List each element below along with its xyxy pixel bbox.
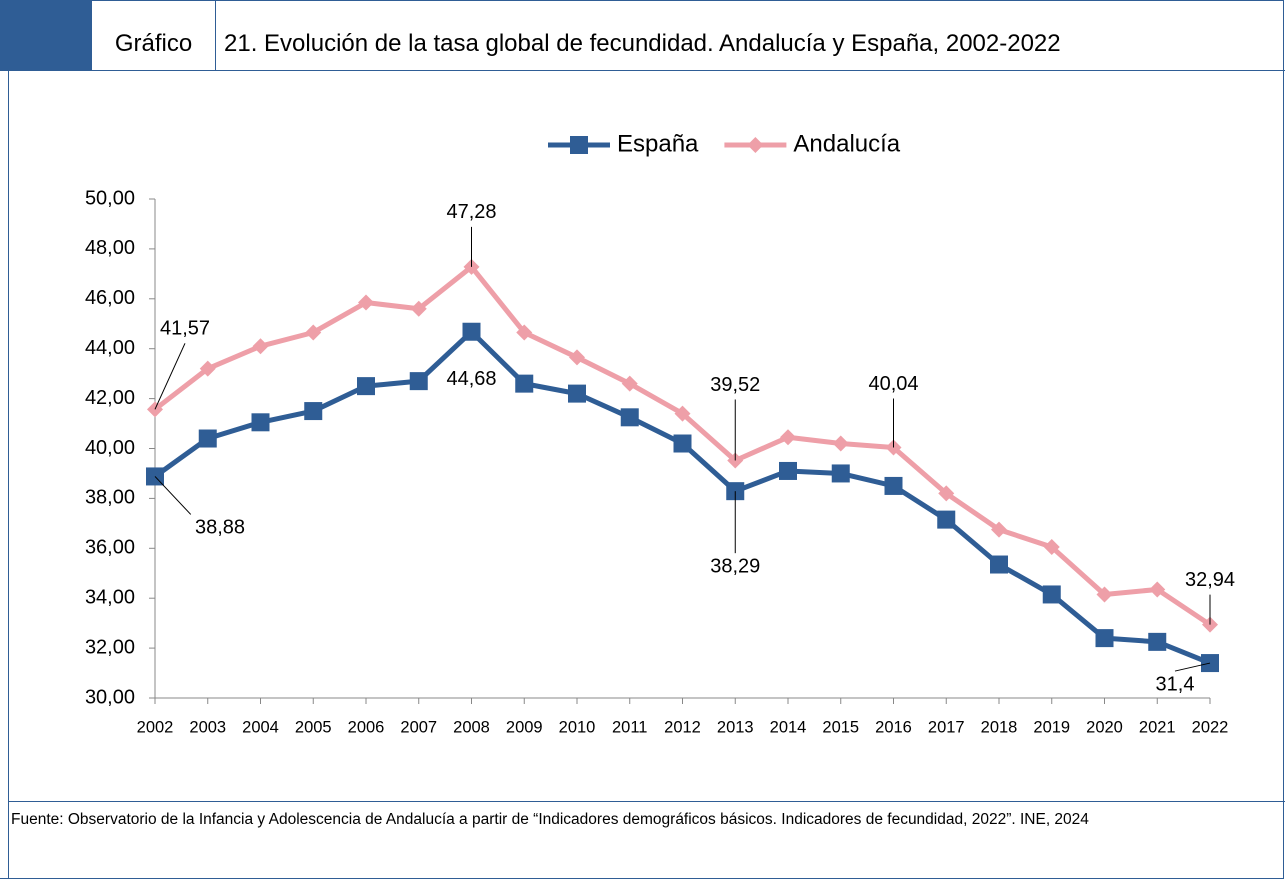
marker bbox=[304, 402, 323, 421]
marker bbox=[569, 349, 585, 366]
data-label: 39,52 bbox=[710, 374, 760, 396]
legend-marker bbox=[747, 137, 764, 153]
marker bbox=[305, 324, 322, 341]
x-tick-label: 2013 bbox=[717, 718, 754, 736]
x-tick-label: 2018 bbox=[981, 718, 1018, 736]
marker bbox=[938, 485, 955, 502]
y-tick-label: 44,00 bbox=[85, 337, 135, 359]
data-label: 38,88 bbox=[195, 517, 245, 539]
marker bbox=[990, 555, 1008, 574]
divider bbox=[0, 70, 1285, 71]
x-tick-label: 2007 bbox=[400, 718, 437, 736]
y-tick-label: 40,00 bbox=[85, 437, 135, 459]
x-tick-label: 2016 bbox=[875, 718, 912, 736]
y-tick-label: 30,00 bbox=[85, 686, 135, 708]
marker bbox=[1043, 539, 1060, 556]
marker bbox=[357, 377, 375, 396]
marker bbox=[1149, 581, 1166, 598]
marker bbox=[462, 322, 481, 341]
leader-line bbox=[1174, 662, 1211, 672]
marker bbox=[884, 476, 903, 495]
marker bbox=[832, 435, 849, 452]
data-label: 31,4 bbox=[1156, 673, 1195, 695]
y-tick-label: 32,00 bbox=[85, 636, 135, 658]
x-tick-label: 2002 bbox=[137, 718, 174, 736]
marker bbox=[568, 384, 586, 403]
data-label: 32,94 bbox=[1185, 569, 1235, 591]
x-tick-label: 2003 bbox=[189, 718, 226, 736]
marker bbox=[779, 461, 797, 480]
x-tick-label: 2005 bbox=[295, 718, 332, 736]
marker bbox=[674, 405, 691, 422]
x-tick-label: 2010 bbox=[559, 718, 596, 736]
legend-marker bbox=[570, 136, 588, 154]
leader-line bbox=[154, 476, 192, 515]
marker bbox=[409, 372, 428, 391]
marker bbox=[1095, 629, 1114, 648]
marker bbox=[516, 324, 533, 341]
x-tick-label: 2017 bbox=[928, 718, 965, 736]
data-label: 38,29 bbox=[710, 555, 760, 577]
header-box bbox=[0, 0, 92, 70]
x-tick-label: 2009 bbox=[506, 718, 543, 736]
x-tick-label: 2022 bbox=[1192, 718, 1229, 736]
chart-title: 21. Evolución de la tasa global de fecun… bbox=[224, 30, 1061, 57]
source-note: Fuente: Observatorio de la Infancia y Ad… bbox=[11, 811, 1089, 828]
marker bbox=[937, 510, 956, 529]
divider bbox=[8, 70, 9, 878]
marker bbox=[358, 294, 374, 311]
legend-label: España bbox=[617, 130, 699, 157]
y-tick-label: 50,00 bbox=[85, 187, 135, 209]
y-tick-label: 46,00 bbox=[85, 287, 135, 309]
y-tick-label: 38,00 bbox=[85, 487, 135, 509]
marker bbox=[1042, 585, 1061, 604]
series-line bbox=[153, 329, 1211, 666]
x-tick-label: 2006 bbox=[348, 718, 385, 736]
divider bbox=[8, 801, 1285, 802]
y-tick-label: 34,00 bbox=[85, 586, 135, 608]
marker bbox=[780, 429, 796, 446]
marker bbox=[199, 360, 216, 377]
marker bbox=[515, 374, 534, 393]
leader-line bbox=[154, 343, 186, 410]
legend-label: Andalucía bbox=[793, 130, 900, 157]
data-label: 41,57 bbox=[160, 318, 210, 340]
marker bbox=[252, 338, 269, 355]
x-tick-label: 2014 bbox=[770, 718, 807, 736]
x-tick-label: 2008 bbox=[453, 718, 490, 736]
marker bbox=[620, 408, 639, 427]
y-tick-label: 42,00 bbox=[85, 387, 135, 409]
marker bbox=[1148, 632, 1167, 651]
x-tick-label: 2015 bbox=[822, 718, 859, 736]
marker bbox=[198, 429, 217, 448]
x-tick-label: 2019 bbox=[1033, 718, 1070, 736]
x-tick-label: 2012 bbox=[664, 718, 701, 736]
data-label: 40,04 bbox=[868, 373, 918, 395]
marker bbox=[673, 434, 692, 453]
header-label: Gráfico bbox=[92, 0, 216, 70]
data-label: 47,28 bbox=[446, 201, 496, 223]
marker bbox=[251, 413, 270, 432]
x-tick-label: 2011 bbox=[612, 718, 647, 736]
chart: 30,00 32,00 34,00 36,00 38,00 40,00 42,00 44,00… bbox=[85, 130, 1235, 736]
marker bbox=[1096, 586, 1113, 603]
x-tick-label: 2021 bbox=[1139, 718, 1176, 736]
y-tick-label: 36,00 bbox=[85, 537, 135, 559]
marker bbox=[831, 464, 850, 483]
marker bbox=[991, 521, 1007, 538]
data-label: 44,68 bbox=[446, 368, 496, 390]
marker bbox=[621, 375, 638, 392]
y-tick-label: 48,00 bbox=[85, 237, 135, 259]
x-tick-label: 2004 bbox=[242, 718, 279, 736]
x-tick-label: 2020 bbox=[1086, 718, 1123, 736]
marker bbox=[410, 300, 427, 317]
